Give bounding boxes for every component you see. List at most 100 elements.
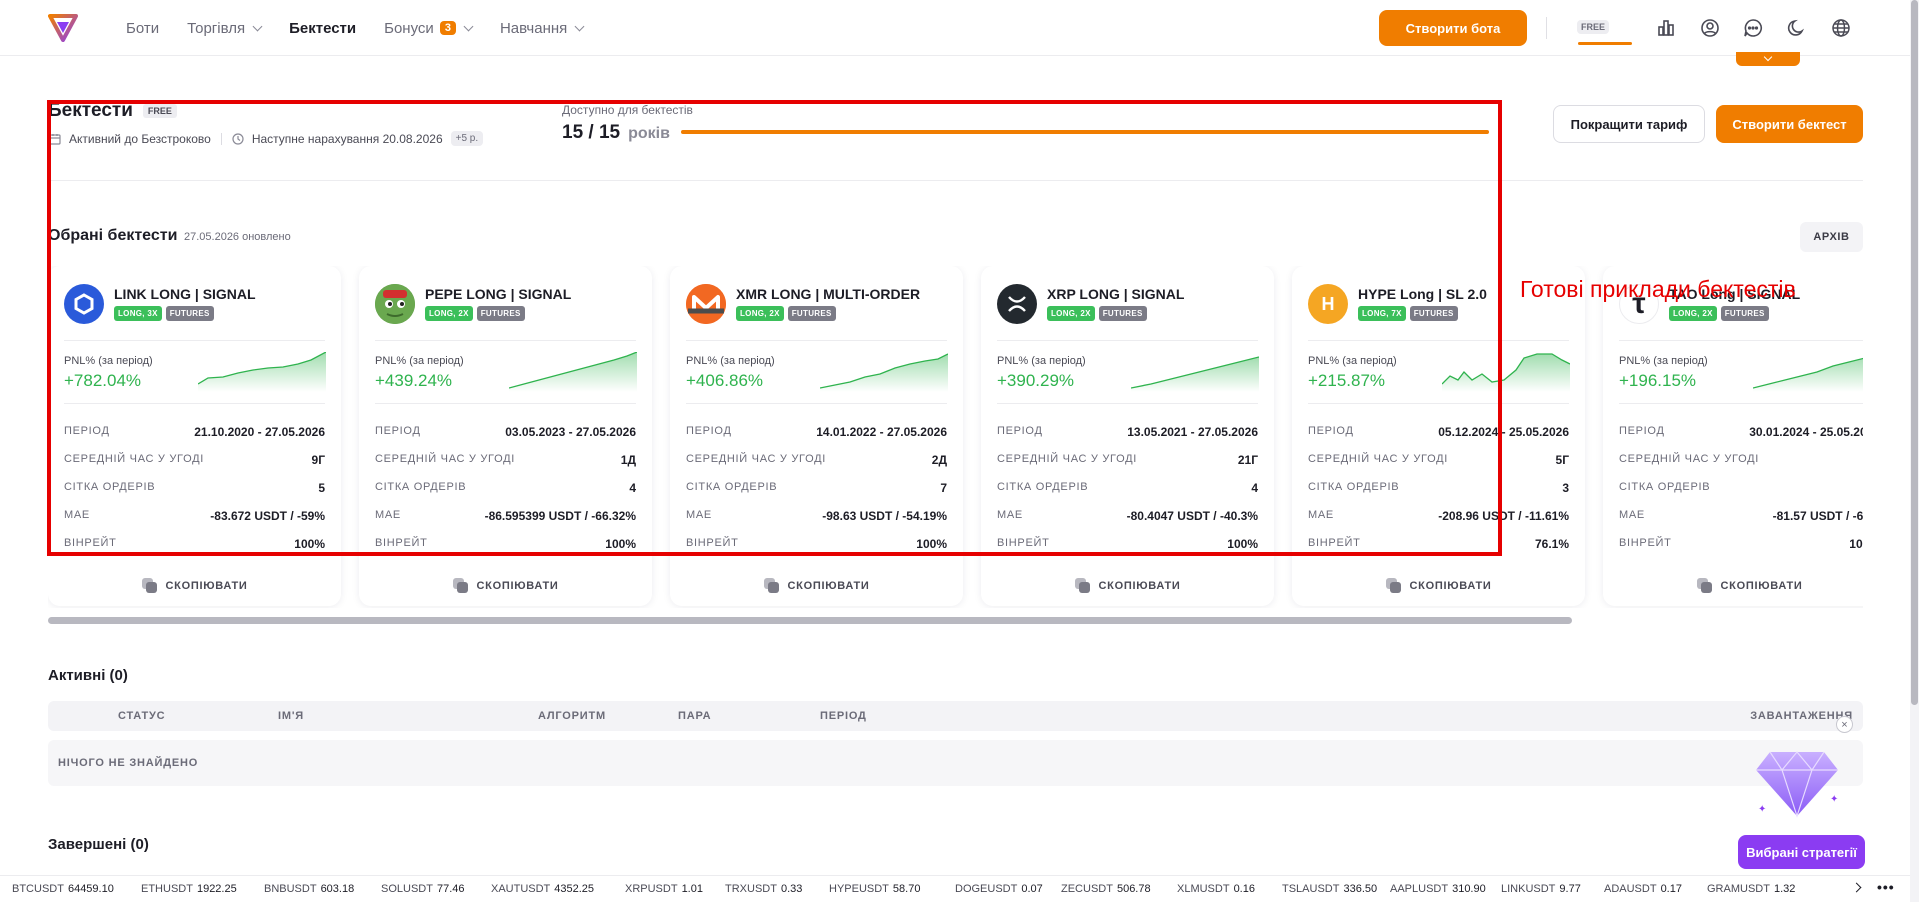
globe-icon[interactable] <box>1830 17 1852 39</box>
ticker-symbol: HYPEUSDT <box>829 883 889 895</box>
next-accrual-text: Наступне нарахування 20.08.2026 <box>251 131 443 146</box>
card-stat-row: СЕРЕДНІЙ ЧАС У УГОДІ 5Г <box>1308 453 1569 481</box>
backtest-card[interactable]: H HYPE Long | SL 2.0 LONG, 7X FUTURES PNL… <box>1292 266 1585 606</box>
nav-item-2[interactable]: Бектести <box>289 20 356 37</box>
ticker-item[interactable]: ETHUSDT 1922.25 <box>141 883 237 895</box>
card-stat-row: ПЕРІОД 30.01.2024 - 25.05.2026 <box>1619 425 1863 453</box>
column-header[interactable]: ПАРА <box>678 710 712 722</box>
card-tag: FUTURES <box>1098 306 1147 321</box>
card-stats: ПЕРІОД 13.05.2021 - 27.05.2026 СЕРЕДНІЙ … <box>997 425 1258 565</box>
copy-button[interactable]: СКОПІЮВАТИ <box>359 578 652 594</box>
ticker-item[interactable]: XAUTUSDT 4352.25 <box>491 883 594 895</box>
copy-label: СКОПІЮВАТИ <box>1098 580 1181 592</box>
card-stat-value: 2Д <box>931 453 947 467</box>
subscription-meta: Активний до Безстроково Наступне нарахув… <box>49 131 484 146</box>
backtest-card[interactable]: XMR LONG | MULTI-ORDER LONG, 2X FUTURES P… <box>670 266 963 606</box>
card-tags: LONG, 7X FUTURES <box>1358 306 1487 321</box>
ticker-item[interactable]: AAPLUSDT 310.90 <box>1390 883 1486 895</box>
ticker-item[interactable]: XRPUSDT 1.01 <box>625 883 703 895</box>
ticker-item[interactable]: BTCUSDT 64459.10 <box>12 883 114 895</box>
ticker-item[interactable]: SOLUSDT 77.46 <box>381 883 465 895</box>
page-title: Бектести FREE <box>48 100 177 122</box>
column-header[interactable]: АЛГОРИТМ <box>538 710 606 722</box>
nav-item-0[interactable]: Боти <box>126 20 159 37</box>
diamond-icon[interactable]: ✦ ✦ <box>1752 744 1842 822</box>
carousel-scrollbar[interactable] <box>48 617 1572 624</box>
copy-button[interactable]: СКОПІЮВАТИ <box>1603 578 1863 594</box>
ticker-item[interactable]: BNBUSDT 603.18 <box>264 883 354 895</box>
card-stat-value: 9Г <box>311 453 325 467</box>
ticker-price: 9.77 <box>1559 883 1581 895</box>
meta-divider <box>220 132 222 145</box>
copy-button[interactable]: СКОПІЮВАТИ <box>1292 578 1585 594</box>
copy-button[interactable]: СКОПІЮВАТИ <box>48 578 341 594</box>
available-value: 15 / 15 років <box>562 122 670 144</box>
create-bot-button[interactable]: Створити бота <box>1379 10 1527 46</box>
copy-button[interactable]: СКОПІЮВАТИ <box>670 578 963 594</box>
bar-chart-icon[interactable] <box>1655 17 1677 39</box>
card-stat-row: MAE -83.672 USDT / -59% <box>64 509 325 537</box>
chevron-right-icon[interactable] <box>1851 882 1862 893</box>
column-header[interactable]: СТАТУС <box>118 710 166 722</box>
ticker-item[interactable]: ZECUSDT 506.78 <box>1061 883 1151 895</box>
backtest-card[interactable]: PEPE LONG | SIGNAL LONG, 2X FUTURES PNL% … <box>359 266 652 606</box>
moon-icon[interactable] <box>1786 17 1808 39</box>
chat-icon[interactable] <box>1742 17 1764 39</box>
section-divider <box>48 180 1863 181</box>
backtest-card[interactable]: XRP LONG | SIGNAL LONG, 2X FUTURES PNL% (… <box>981 266 1274 606</box>
card-tag: FUTURES <box>1409 306 1458 321</box>
collapse-tab-button[interactable] <box>1736 52 1800 66</box>
card-stat-label: СІТКА ОРДЕРІВ <box>1308 481 1400 493</box>
ticker-item[interactable]: HYPEUSDT 58.70 <box>829 883 920 895</box>
copy-button[interactable]: СКОПІЮВАТИ <box>981 578 1274 594</box>
ticker-item[interactable]: TSLAUSDT 336.50 <box>1282 883 1377 895</box>
price-ticker: ••• BTCUSDT 64459.10 ETHUSDT 1922.25 BNBUSDT… <box>0 875 1910 902</box>
card-stat-row: MAE -81.57 USDT / -65.7 <box>1619 509 1863 537</box>
active-table-header: СТАТУС ІМ'Я АЛГОРИТМ ПАРА ПЕРІОД ЗАВАНТАЖЕННЯ <box>48 701 1863 731</box>
card-stat-label: СІТКА ОРДЕРІВ <box>64 481 156 493</box>
nav-item-1[interactable]: Торгівля <box>187 20 263 37</box>
ticker-item[interactable]: TRXUSDT 0.33 <box>725 883 802 895</box>
user-icon[interactable] <box>1699 17 1721 39</box>
ticker-item[interactable]: ADAUSDT 0.17 <box>1604 883 1682 895</box>
pnl-label: PNL% (за період) <box>1308 355 1397 367</box>
card-stat-row: СІТКА ОРДЕРІВ 4 <box>375 481 636 509</box>
card-header: LINK LONG | SIGNAL LONG, 3X FUTURES <box>64 284 256 324</box>
card-title: HYPE Long | SL 2.0 <box>1358 286 1487 302</box>
copy-label: СКОПІЮВАТИ <box>165 580 248 592</box>
nav-item-3[interactable]: Бонуси 3 <box>384 20 474 37</box>
page-scrollbar-thumb[interactable] <box>1911 0 1918 705</box>
chosen-strategies-button[interactable]: Вибрані стратегії <box>1738 835 1865 869</box>
card-stat-label: СЕРЕДНІЙ ЧАС У УГОДІ <box>686 453 826 465</box>
card-header: H HYPE Long | SL 2.0 LONG, 7X FUTURES <box>1308 284 1487 324</box>
column-header[interactable]: ЗАВАНТАЖЕННЯ <box>1750 710 1853 722</box>
card-stat-value: 5Г <box>1555 453 1569 467</box>
app-logo[interactable] <box>48 14 78 42</box>
ticker-item[interactable]: XLMUSDT 0.16 <box>1177 883 1255 895</box>
copy-label: СКОПІЮВАТИ <box>787 580 870 592</box>
card-stat-label: СІТКА ОРДЕРІВ <box>375 481 467 493</box>
create-backtest-button[interactable]: Створити бектест <box>1716 105 1863 143</box>
card-stats: ПЕРІОД 21.10.2020 - 27.05.2026 СЕРЕДНІЙ … <box>64 425 325 565</box>
header-divider <box>1546 17 1547 39</box>
backtest-card[interactable]: LINK LONG | SIGNAL LONG, 3X FUTURES PNL% … <box>48 266 341 606</box>
nav-item-4[interactable]: Навчання <box>500 20 585 37</box>
more-icon[interactable]: ••• <box>1877 879 1895 895</box>
ticker-item[interactable]: GRAMUSDT 1.32 <box>1707 883 1795 895</box>
card-stat-label: СЕРЕДНІЙ ЧАС У УГОДІ <box>375 453 515 465</box>
upgrade-plan-button[interactable]: Покращити тариф <box>1553 105 1705 143</box>
column-header[interactable]: ІМ'Я <box>278 710 304 722</box>
card-stat-row: ПЕРІОД 21.10.2020 - 27.05.2026 <box>64 425 325 453</box>
archive-button[interactable]: АРХІВ <box>1800 222 1863 252</box>
backtest-card[interactable]: τ TAO Long | SIGNAL LONG, 2X FUTURES PNL%… <box>1603 266 1863 606</box>
ticker-symbol: BTCUSDT <box>12 883 64 895</box>
card-stat-label: ПЕРІОД <box>997 425 1043 437</box>
close-icon[interactable]: × <box>1836 716 1853 733</box>
ticker-item[interactable]: LINKUSDT 9.77 <box>1501 883 1581 895</box>
column-header[interactable]: ПЕРІОД <box>820 710 867 722</box>
copy-label: СКОПІЮВАТИ <box>1409 580 1492 592</box>
ticker-item[interactable]: DOGEUSDT 0.07 <box>955 883 1043 895</box>
copy-label: СКОПІЮВАТИ <box>476 580 559 592</box>
card-divider <box>1619 340 1863 341</box>
card-stat-label: ВІНРЕЙТ <box>686 537 739 549</box>
